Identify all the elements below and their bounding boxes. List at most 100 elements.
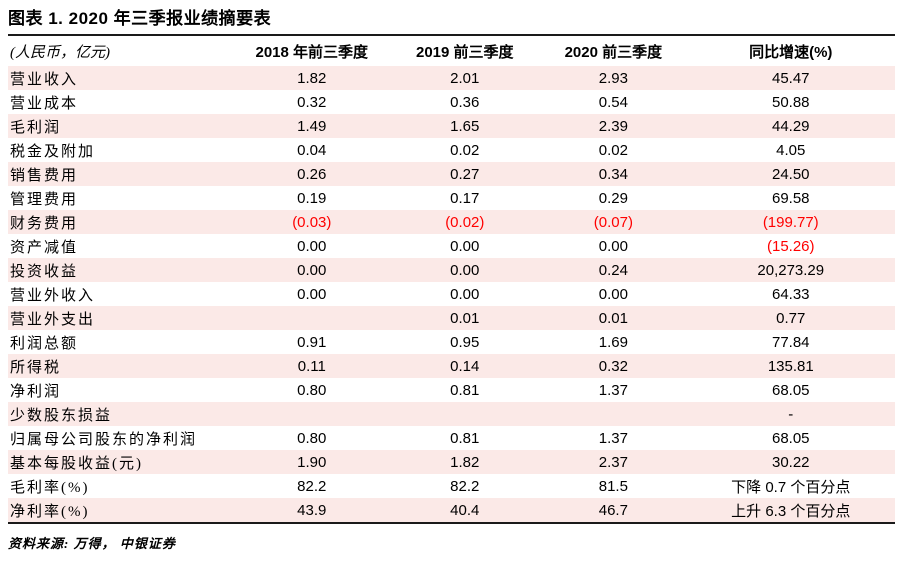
- row-label: 财务费用: [10, 215, 79, 232]
- cell-value: 0.00: [450, 285, 480, 303]
- table-row: 营业外支出 0.01 0.01 0.77: [8, 306, 895, 330]
- row-label: 净利润: [10, 383, 62, 400]
- cell-value: 0.26: [297, 165, 327, 183]
- table-row: 净利润 0.80 0.81 1.37 68.05: [8, 378, 895, 402]
- cell-value: 68.05: [771, 429, 810, 447]
- header-row: (人民币，亿元) 2018 年前三季度 2019 前三季度 2020 前三季度 同比增速…: [8, 36, 895, 66]
- cell-value: 0.27: [450, 165, 480, 183]
- cell-value: -: [788, 405, 794, 423]
- cell-value: 0.00: [598, 237, 628, 255]
- cell-value: 69.58: [771, 189, 810, 207]
- row-label: 利润总额: [10, 335, 79, 352]
- cell-value: 0.02: [598, 141, 628, 159]
- row-label: 投资收益: [10, 263, 79, 280]
- row-label: 营业收入: [10, 71, 79, 88]
- row-label: 少数股东损益: [10, 407, 113, 424]
- cell-value: 0.00: [450, 261, 480, 279]
- cell-value: 81.5: [598, 477, 628, 495]
- cell-value: 0.04: [297, 141, 327, 159]
- cell-value: 30.22: [771, 453, 810, 471]
- cell-value: 82.2: [450, 477, 480, 495]
- table-row: 资产减值 0.00 0.00 0.00 (15.26): [8, 234, 895, 258]
- row-label: 归属母公司股东的净利润: [10, 431, 198, 448]
- cell-value: 0.14: [450, 357, 480, 375]
- cell-value: 下降 0.7 个百分点: [731, 478, 851, 496]
- cell-value: 0.19: [297, 189, 327, 207]
- cell-value: 0.77: [776, 309, 806, 327]
- row-label: 销售费用: [10, 167, 79, 184]
- table-row: 所得税 0.11 0.14 0.32 135.81: [8, 354, 895, 378]
- cell-value: 1.37: [598, 381, 628, 399]
- cell-value: 44.29: [771, 117, 810, 135]
- cell-value: 2.93: [598, 69, 628, 87]
- cell-value: 1.82: [450, 453, 480, 471]
- cell-value: 77.84: [771, 333, 810, 351]
- cell-value: 0.00: [598, 285, 628, 303]
- cell-value: 40.4: [450, 501, 480, 519]
- cell-value: 0.29: [598, 189, 628, 207]
- cell-value: 0.95: [450, 333, 480, 351]
- cell-value: 1.65: [450, 117, 480, 135]
- cell-value: 0.01: [450, 309, 480, 327]
- cell-value: 1.37: [598, 429, 628, 447]
- cell-value: 0.02: [450, 141, 480, 159]
- cell-value: (0.03): [292, 213, 332, 231]
- table-header: (人民币，亿元) 2018 年前三季度 2019 前三季度 2020 前三季度 同比增速…: [8, 36, 895, 66]
- table-row: 基本每股收益(元) 1.90 1.82 2.37 30.22: [8, 450, 895, 474]
- cell-value: 4.05: [776, 141, 806, 159]
- cell-value: 45.47: [771, 69, 810, 87]
- table-row: 毛利率(%) 82.2 82.2 81.5 下降 0.7 个百分点: [8, 474, 895, 498]
- cell-value: 0.36: [450, 93, 480, 111]
- cell-value: (199.77): [762, 213, 819, 231]
- cell-value: 2.39: [598, 117, 628, 135]
- cell-value: (15.26): [766, 237, 815, 255]
- cell-value: 0.81: [450, 429, 480, 447]
- cell-value: 0.81: [450, 381, 480, 399]
- cell-value: 0.34: [598, 165, 628, 183]
- cell-value: 1.49: [297, 117, 327, 135]
- cell-value: 0.17: [450, 189, 480, 207]
- bottom-rule: [8, 522, 895, 524]
- cell-value: (0.07): [593, 213, 633, 231]
- cell-value: 0.54: [598, 93, 628, 111]
- cell-value: 2.37: [598, 453, 628, 471]
- cell-value: 43.9: [297, 501, 327, 519]
- cell-value: 0.24: [598, 261, 628, 279]
- cell-value: 0.11: [297, 357, 326, 375]
- table-row: 投资收益 0.00 0.00 0.24 20,273.29: [8, 258, 895, 282]
- row-label: 管理费用: [10, 191, 79, 208]
- page-title: 图表 1. 2020 年三季报业绩摘要表: [8, 9, 272, 28]
- column-header: 2020 前三季度: [564, 43, 663, 61]
- row-label: 营业成本: [10, 95, 79, 112]
- table-row: 财务费用 (0.03) (0.02) (0.07) (199.77): [8, 210, 895, 234]
- cell-value: 135.81: [767, 357, 814, 375]
- table-row: 营业外收入 0.00 0.00 0.00 64.33: [8, 282, 895, 306]
- row-label: 所得税: [10, 359, 62, 376]
- row-label: 净利率(%): [10, 503, 90, 520]
- cell-value: 0.80: [297, 381, 327, 399]
- source-note: 资料来源: 万得， 中银证券: [8, 536, 176, 551]
- cell-value: 82.2: [297, 477, 327, 495]
- summary-table: (人民币，亿元) 2018 年前三季度 2019 前三季度 2020 前三季度 同比增速…: [8, 36, 895, 522]
- table-row: 营业收入 1.82 2.01 2.93 45.47: [8, 66, 895, 90]
- cell-value: 68.05: [771, 381, 810, 399]
- row-label: 毛利润: [10, 119, 62, 136]
- cell-value: 50.88: [771, 93, 810, 111]
- table-row: 销售费用 0.26 0.27 0.34 24.50: [8, 162, 895, 186]
- cell-value: 0.01: [598, 309, 628, 327]
- table-row: 利润总额 0.91 0.95 1.69 77.84: [8, 330, 895, 354]
- table-row: 净利率(%) 43.9 40.4 46.7 上升 6.3 个百分点: [8, 498, 895, 522]
- cell-value: 0.91: [297, 333, 327, 351]
- table-body: 营业收入 1.82 2.01 2.93 45.47 营业成本 0.32 0.36 0.54 50.…: [8, 66, 895, 522]
- cell-value: 上升 6.3 个百分点: [731, 502, 851, 520]
- cell-value: 46.7: [598, 501, 628, 519]
- row-label: 基本每股收益(元): [10, 455, 143, 472]
- cell-value: (0.02): [445, 213, 485, 231]
- cell-value: 0.00: [297, 237, 327, 255]
- title-rule: [8, 34, 895, 36]
- cell-value: [540, 402, 686, 426]
- cell-value: 2.01: [450, 69, 480, 87]
- cell-value: 24.50: [771, 165, 810, 183]
- cell-value: 0.00: [297, 285, 327, 303]
